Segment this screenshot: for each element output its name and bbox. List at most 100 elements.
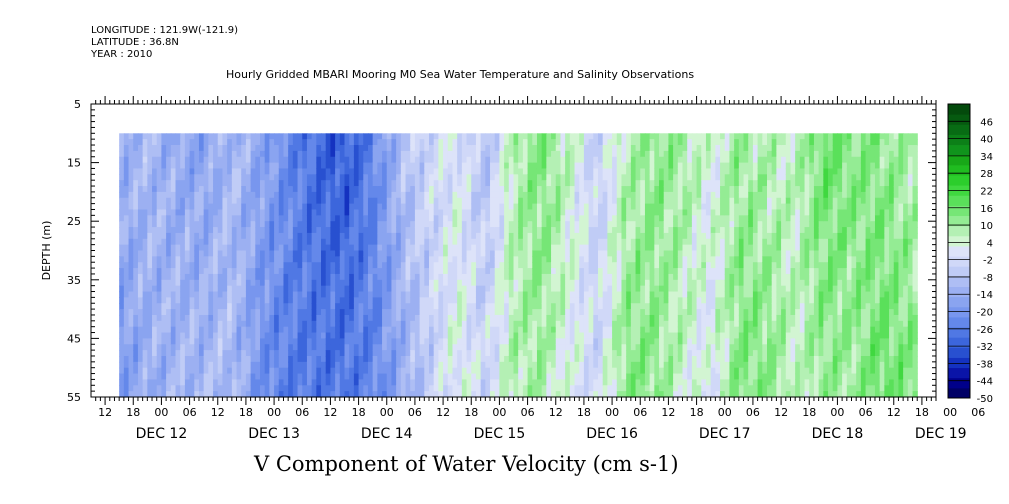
heatmap-cell: [123, 291, 130, 298]
heatmap-cell: [264, 285, 270, 293]
heatmap-cell: [588, 221, 594, 228]
heatmap-cell: [152, 303, 158, 310]
heatmap-cell: [255, 391, 261, 398]
heatmap-cell: [208, 186, 214, 193]
heatmap-cell: [325, 344, 332, 351]
heatmap-cell: [203, 191, 209, 199]
heatmap-cell: [152, 227, 158, 234]
heatmap-cell: [283, 379, 289, 386]
heatmap-cell: [447, 291, 454, 298]
heatmap-cell: [635, 145, 641, 152]
heatmap-cell: [203, 232, 209, 240]
heatmap-cell: [222, 350, 228, 357]
heatmap-cell: [382, 373, 388, 381]
heatmap-cell: [316, 355, 322, 363]
heatmap-cell: [306, 314, 313, 322]
heatmap-cell: [457, 303, 463, 310]
heatmap-cell: [579, 221, 585, 228]
heatmap-cell: [471, 191, 477, 199]
heatmap-cell: [588, 191, 594, 199]
heatmap-cell: [424, 379, 430, 386]
heatmap-cell: [213, 373, 219, 381]
heatmap-cell: [236, 209, 242, 216]
heatmap-cell: [396, 145, 402, 152]
heatmap-cell: [518, 250, 524, 257]
heatmap-cell: [142, 279, 148, 287]
heatmap-cell: [161, 285, 167, 293]
heatmap-cell: [358, 162, 364, 170]
heatmap-cell: [377, 285, 383, 293]
heatmap-cell: [635, 244, 641, 252]
heatmap-cell: [574, 338, 580, 345]
heatmap-cell: [372, 250, 378, 257]
heatmap-cell: [480, 268, 486, 275]
heatmap-cell: [583, 209, 590, 216]
heatmap-cell: [405, 391, 411, 398]
heatmap-cell: [536, 262, 543, 269]
heatmap-cell: [203, 244, 209, 252]
heatmap-cell: [574, 314, 580, 322]
heatmap-cell: [260, 344, 266, 351]
heatmap-cell: [311, 361, 317, 369]
heatmap-cell: [274, 391, 280, 398]
heatmap-cell: [504, 355, 510, 363]
heatmap-cell: [565, 156, 571, 164]
heatmap-cell: [274, 361, 280, 369]
heatmap-cell: [494, 232, 501, 240]
heatmap-cell: [447, 279, 454, 287]
heatmap-cell: [593, 244, 599, 252]
heatmap-cell: [443, 326, 449, 334]
heatmap-cell: [579, 326, 585, 334]
heatmap-cell: [400, 326, 407, 334]
heatmap-cell: [330, 139, 336, 146]
heatmap-cell: [527, 139, 533, 146]
heatmap-cell: [452, 367, 458, 375]
heatmap-cell: [367, 320, 374, 328]
heatmap-cell: [198, 238, 205, 246]
heatmap-cell: [424, 285, 430, 293]
heatmap-cell: [410, 168, 416, 175]
heatmap-cell: [325, 338, 332, 345]
heatmap-cell: [222, 191, 228, 199]
heatmap-cell: [522, 133, 529, 140]
heatmap-cell: [133, 344, 139, 351]
heatmap-cell: [400, 391, 407, 398]
heatmap-cell: [180, 168, 186, 175]
heatmap-cell: [522, 227, 529, 234]
heatmap-cell: [560, 203, 566, 211]
heatmap-cell: [452, 303, 458, 310]
heatmap-cell: [400, 367, 407, 375]
heatmap-cell: [475, 273, 482, 281]
heatmap-cell: [175, 256, 181, 263]
heatmap-cell: [593, 162, 599, 170]
heatmap-cell: [227, 391, 233, 398]
heatmap-cell: [485, 215, 491, 222]
heatmap-cell: [447, 379, 454, 386]
heatmap-cell: [217, 332, 224, 339]
heatmap-cell: [518, 238, 524, 246]
heatmap-cell: [358, 174, 364, 181]
heatmap-cell: [123, 338, 130, 345]
heatmap-cell: [588, 361, 594, 369]
heatmap-cell: [156, 273, 163, 281]
heatmap-cell: [405, 209, 411, 216]
heatmap-cell: [414, 139, 421, 146]
heatmap-cell: [630, 309, 637, 316]
heatmap-cell: [429, 379, 435, 386]
heatmap-cell: [536, 215, 543, 222]
heatmap-cell: [278, 133, 285, 140]
heatmap-cell: [405, 150, 411, 158]
heatmap-cell: [536, 326, 543, 334]
heatmap-cell: [241, 162, 247, 170]
heatmap-cell: [325, 367, 332, 375]
heatmap-cell: [119, 273, 125, 281]
heatmap-cell: [424, 162, 430, 170]
heatmap-cell: [466, 379, 472, 386]
heatmap-cell: [621, 314, 627, 322]
heatmap-cell: [424, 361, 430, 369]
heatmap-cell: [123, 326, 130, 334]
heatmap-cell: [372, 291, 378, 298]
heatmap-cell: [203, 145, 209, 152]
heatmap-cell: [152, 238, 158, 246]
heatmap-cell: [579, 332, 585, 339]
